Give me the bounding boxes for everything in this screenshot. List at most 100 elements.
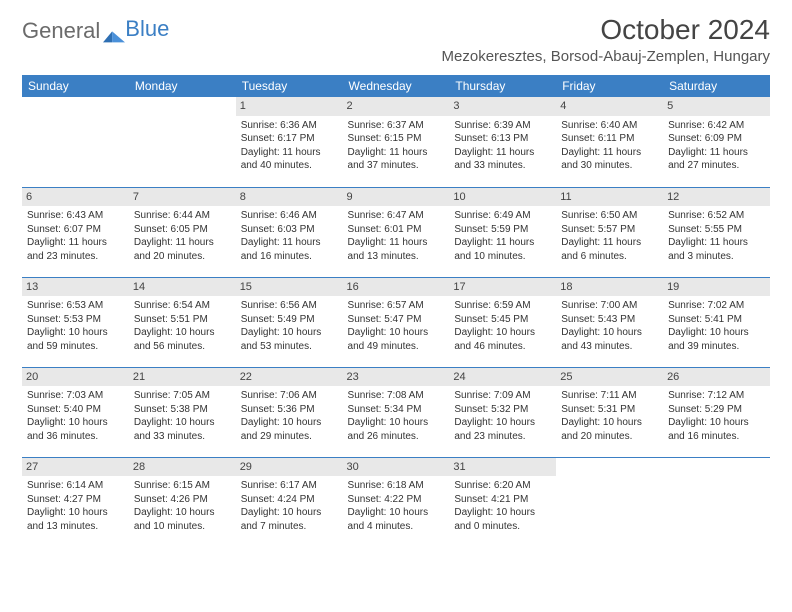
sunset-text: Sunset: 5:34 PM [348,403,445,417]
sunrise-text: Sunrise: 6:14 AM [27,479,124,493]
weekday-header: Monday [129,75,236,97]
sunrise-text: Sunrise: 7:05 AM [134,389,231,403]
calendar-day-cell: 17Sunrise: 6:59 AMSunset: 5:45 PMDayligh… [449,277,556,367]
day-number [663,458,770,462]
sunrise-text: Sunrise: 6:40 AM [561,119,658,133]
day-number: 31 [449,458,556,477]
calendar-week-row: 6Sunrise: 6:43 AMSunset: 6:07 PMDaylight… [22,187,770,277]
calendar-day-cell: 25Sunrise: 7:11 AMSunset: 5:31 PMDayligh… [556,367,663,457]
weekday-header: Thursday [449,75,556,97]
sunrise-text: Sunrise: 6:43 AM [27,209,124,223]
calendar-day-cell: 10 Sunrise: 6:49 AMSunset: 5:59 PMDayligh… [449,187,556,277]
calendar-day-cell: 11Sunrise: 6:50 AMSunset: 5:57 PMDayligh… [556,187,663,277]
sunrise-text: Sunrise: 6:53 AM [27,299,124,313]
day-number: 10 [449,188,556,207]
calendar-day-cell: 12Sunrise: 6:52 AMSunset: 5:55 PMDayligh… [663,187,770,277]
daylight-text: Daylight: 10 hours and 46 minutes. [454,326,551,353]
calendar-day-cell: 9Sunrise: 6:47 AMSunset: 6:01 PMDaylight… [343,187,450,277]
day-number: 28 [129,458,236,477]
calendar-week-row: 13Sunrise: 6:53 AMSunset: 5:53 PMDayligh… [22,277,770,367]
calendar-day-cell: 5Sunrise: 6:42 AMSunset: 6:09 PMDaylight… [663,97,770,187]
daylight-text: Daylight: 11 hours and 27 minutes. [668,146,765,173]
calendar-day-cell: 14Sunrise: 6:54 AMSunset: 5:51 PMDayligh… [129,277,236,367]
daylight-text: Daylight: 10 hours and 10 minutes. [134,506,231,533]
daylight-text: Daylight: 10 hours and 4 minutes. [348,506,445,533]
day-number: 23 [343,368,450,387]
calendar-day-cell: 29Sunrise: 6:17 AMSunset: 4:24 PMDayligh… [236,457,343,547]
sunset-text: Sunset: 5:59 PM [454,223,551,237]
daylight-text: Daylight: 10 hours and 0 minutes. [454,506,551,533]
sunset-text: Sunset: 5:38 PM [134,403,231,417]
calendar-day-cell: 19Sunrise: 7:02 AMSunset: 5:41 PMDayligh… [663,277,770,367]
sunrise-text: Sunrise: 6:47 AM [348,209,445,223]
day-number: 7 [129,188,236,207]
day-number: 5 [663,97,770,116]
calendar-day-cell: 2Sunrise: 6:37 AMSunset: 6:15 PMDaylight… [343,97,450,187]
calendar-day-cell: 28Sunrise: 6:15 AMSunset: 4:26 PMDayligh… [129,457,236,547]
sunrise-text: Sunrise: 6:54 AM [134,299,231,313]
sunrise-text: Sunrise: 6:49 AM [454,209,551,223]
sunset-text: Sunset: 6:07 PM [27,223,124,237]
sunset-text: Sunset: 5:43 PM [561,313,658,327]
calendar-day-cell: 26Sunrise: 7:12 AMSunset: 5:29 PMDayligh… [663,367,770,457]
brand-part1: General [22,18,100,44]
daylight-text: Daylight: 10 hours and 16 minutes. [668,416,765,443]
sunrise-text: Sunrise: 6:52 AM [668,209,765,223]
calendar-day-cell: 22Sunrise: 7:06 AMSunset: 5:36 PMDayligh… [236,367,343,457]
day-number: 13 [22,278,129,297]
calendar-body: 1Sunrise: 6:36 AMSunset: 6:17 PMDaylight… [22,97,770,547]
daylight-text: Daylight: 10 hours and 33 minutes. [134,416,231,443]
day-number: 8 [236,188,343,207]
calendar-day-cell: 21Sunrise: 7:05 AMSunset: 5:38 PMDayligh… [129,367,236,457]
daylight-text: Daylight: 11 hours and 40 minutes. [241,146,338,173]
day-number: 12 [663,188,770,207]
sunrise-text: Sunrise: 6:36 AM [241,119,338,133]
location-subtitle: Mezokeresztes, Borsod-Abauj-Zemplen, Hun… [22,48,770,65]
calendar-day-cell: 23Sunrise: 7:08 AMSunset: 5:34 PMDayligh… [343,367,450,457]
calendar-day-cell: 6Sunrise: 6:43 AMSunset: 6:07 PMDaylight… [22,187,129,277]
day-number: 25 [556,368,663,387]
sunrise-text: Sunrise: 7:09 AM [454,389,551,403]
sunset-text: Sunset: 5:40 PM [27,403,124,417]
calendar-day-cell: 4Sunrise: 6:40 AMSunset: 6:11 PMDaylight… [556,97,663,187]
sunset-text: Sunset: 5:29 PM [668,403,765,417]
daylight-text: Daylight: 10 hours and 49 minutes. [348,326,445,353]
daylight-text: Daylight: 10 hours and 39 minutes. [668,326,765,353]
calendar-day-cell: 1Sunrise: 6:36 AMSunset: 6:17 PMDaylight… [236,97,343,187]
sunset-text: Sunset: 5:47 PM [348,313,445,327]
calendar-day-cell [22,97,129,187]
daylight-text: Daylight: 11 hours and 30 minutes. [561,146,658,173]
daylight-text: Daylight: 10 hours and 56 minutes. [134,326,231,353]
day-number: 11 [556,188,663,207]
daylight-text: Daylight: 11 hours and 13 minutes. [348,236,445,263]
header-row: General Blue October 2024 [22,14,770,46]
daylight-text: Daylight: 10 hours and 36 minutes. [27,416,124,443]
sunset-text: Sunset: 5:36 PM [241,403,338,417]
sunrise-text: Sunrise: 6:42 AM [668,119,765,133]
day-number: 1 [236,97,343,116]
daylight-text: Daylight: 10 hours and 13 minutes. [27,506,124,533]
calendar-day-cell [129,97,236,187]
sunset-text: Sunset: 6:03 PM [241,223,338,237]
sunrise-text: Sunrise: 6:44 AM [134,209,231,223]
calendar-day-cell: 24Sunrise: 7:09 AMSunset: 5:32 PMDayligh… [449,367,556,457]
sunrise-text: Sunrise: 7:03 AM [27,389,124,403]
weekday-header: Friday [556,75,663,97]
daylight-text: Daylight: 11 hours and 10 minutes. [454,236,551,263]
weekday-header-row: Sunday Monday Tuesday Wednesday Thursday… [22,75,770,97]
sunset-text: Sunset: 5:51 PM [134,313,231,327]
calendar-day-cell: 31Sunrise: 6:20 AMSunset: 4:21 PMDayligh… [449,457,556,547]
daylight-text: Daylight: 10 hours and 26 minutes. [348,416,445,443]
calendar-day-cell: 30Sunrise: 6:18 AMSunset: 4:22 PMDayligh… [343,457,450,547]
sunrise-text: Sunrise: 6:15 AM [134,479,231,493]
sunset-text: Sunset: 6:11 PM [561,132,658,146]
sunset-text: Sunset: 6:13 PM [454,132,551,146]
day-number [129,97,236,101]
daylight-text: Daylight: 10 hours and 20 minutes. [561,416,658,443]
weekday-header: Wednesday [343,75,450,97]
calendar-day-cell: 15Sunrise: 6:56 AMSunset: 5:49 PMDayligh… [236,277,343,367]
sunset-text: Sunset: 5:32 PM [454,403,551,417]
sunrise-text: Sunrise: 6:17 AM [241,479,338,493]
sunrise-text: Sunrise: 6:56 AM [241,299,338,313]
daylight-text: Daylight: 11 hours and 20 minutes. [134,236,231,263]
